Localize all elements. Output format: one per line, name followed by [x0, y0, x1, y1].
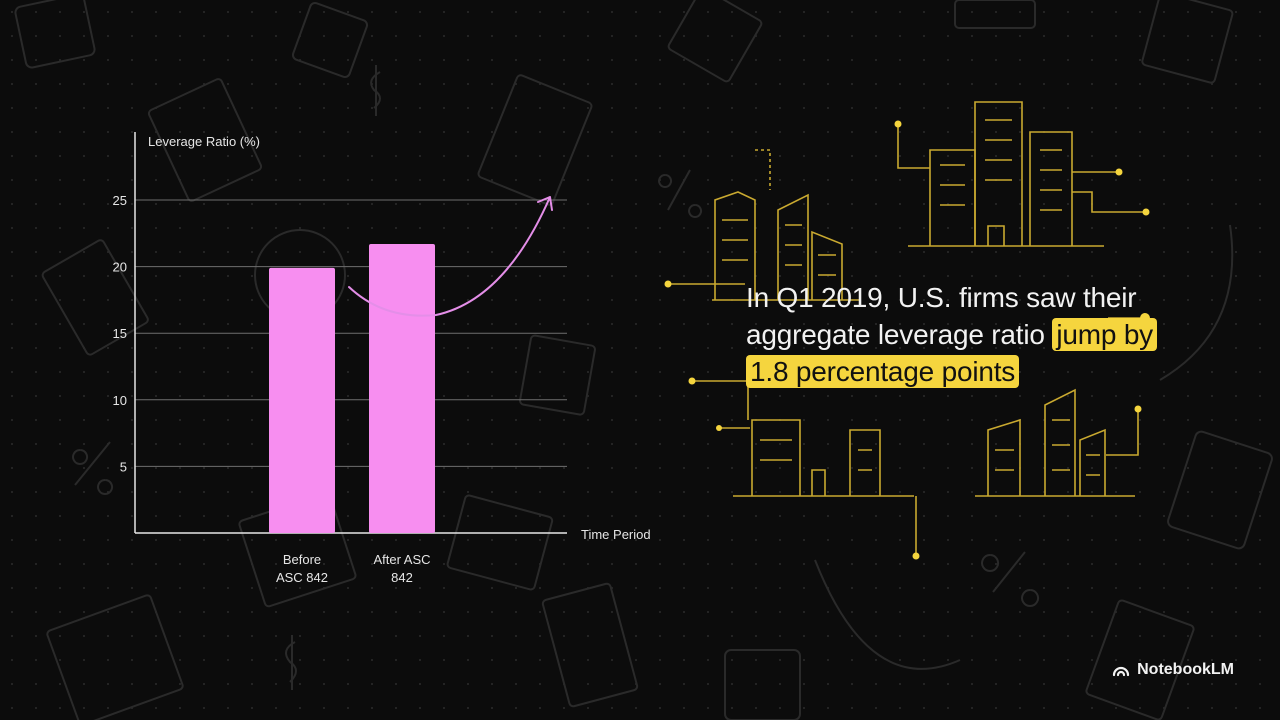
document-doodle-icon — [147, 78, 263, 202]
x-axis-tick-labels: Before ASC 842 After ASC 842 — [276, 552, 431, 585]
percent-doodle-icon — [72, 441, 114, 495]
caption-prefix: In Q1 2019, U.S. firms saw their aggrega… — [746, 282, 1137, 350]
bars — [269, 243, 435, 533]
curved-arrow-doodle — [1159, 224, 1234, 381]
document-doodle-icon — [477, 74, 593, 206]
brand-logo: NotebookLM — [1112, 661, 1234, 679]
y-tick-label: 20 — [113, 260, 127, 275]
document-doodle-icon — [667, 0, 763, 83]
gridlines — [135, 199, 567, 467]
city-skyline-illustration — [668, 101, 1146, 555]
x-axis-title: Time Period — [581, 527, 651, 542]
y-tick-label: 5 — [120, 459, 127, 474]
x-tick-label: Before ASC 842 — [276, 552, 328, 585]
upward-trend-arrow-icon — [348, 196, 553, 317]
x-tick-label: After ASC 842 — [373, 552, 430, 585]
document-doodle-icon — [954, 0, 1036, 29]
bar — [369, 243, 435, 533]
percent-doodle-icon — [981, 551, 1039, 607]
y-axis-ticks: 5 10 15 20 25 — [113, 193, 127, 474]
curved-arrow-doodle — [814, 559, 961, 670]
caption-text: In Q1 2019, U.S. firms saw their aggrega… — [746, 279, 1166, 390]
percent-doodle-icon — [658, 169, 703, 218]
document-doodle-icon — [541, 582, 639, 708]
calculator-doodle-icon — [14, 0, 96, 69]
brand-name: NotebookLM — [1137, 661, 1234, 678]
dollar-doodle-icon — [370, 65, 381, 116]
dollar-doodle-icon — [285, 635, 297, 690]
y-axis-title: Leverage Ratio (%) — [148, 134, 260, 149]
bar — [269, 267, 335, 533]
y-tick-label: 25 — [113, 193, 127, 208]
document-doodle-icon — [519, 334, 596, 416]
document-doodle-icon — [446, 494, 554, 591]
calculator-doodle-icon — [1167, 430, 1273, 550]
document-doodle-icon — [41, 239, 149, 356]
y-tick-label: 10 — [113, 393, 127, 408]
calculator-doodle-icon — [291, 1, 369, 79]
y-tick-label: 15 — [113, 326, 127, 341]
notebooklm-logo-icon — [1113, 666, 1130, 677]
calculator-doodle-icon — [724, 649, 801, 720]
document-doodle-icon — [1141, 0, 1234, 84]
document-doodle-icon — [46, 594, 184, 720]
document-doodle-icon — [1085, 599, 1195, 720]
